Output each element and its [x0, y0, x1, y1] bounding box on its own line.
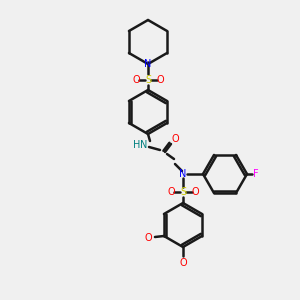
Text: H: H: [133, 140, 141, 150]
Text: N: N: [179, 169, 187, 179]
Text: S: S: [145, 75, 151, 85]
Text: F: F: [253, 169, 259, 179]
Text: O: O: [179, 258, 187, 268]
Text: O: O: [191, 187, 199, 197]
Text: N: N: [140, 140, 148, 150]
Text: N: N: [144, 59, 152, 69]
Text: O: O: [171, 134, 179, 144]
Text: O: O: [156, 75, 164, 85]
Text: O: O: [144, 233, 152, 243]
Text: O: O: [167, 187, 175, 197]
Text: S: S: [180, 187, 186, 197]
Text: O: O: [132, 75, 140, 85]
